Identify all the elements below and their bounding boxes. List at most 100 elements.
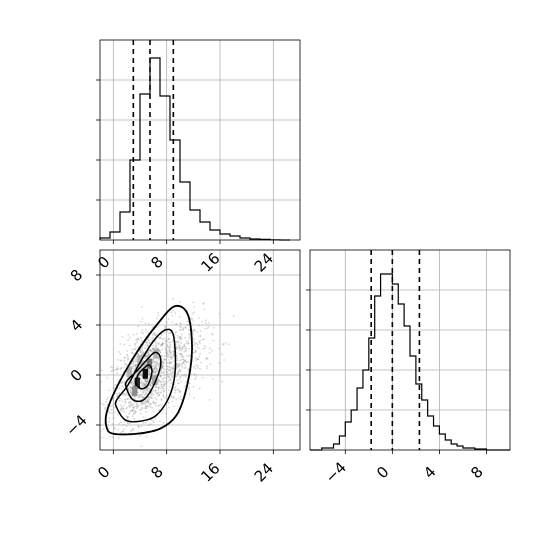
scatter-point — [173, 396, 176, 399]
scatter-point — [133, 333, 135, 336]
scatter-point — [178, 316, 181, 318]
scatter-point — [127, 401, 130, 404]
scatter-point — [117, 428, 120, 431]
scatter-point — [142, 351, 144, 354]
scatter-point — [118, 393, 121, 395]
scatter-point — [152, 400, 155, 403]
scatter-point — [133, 419, 136, 422]
scatter-point — [151, 397, 153, 400]
scatter-point — [145, 392, 147, 395]
scatter-point — [145, 393, 147, 396]
scatter-point — [138, 404, 140, 407]
scatter-point — [138, 396, 141, 398]
scatter-point — [148, 373, 151, 376]
scatter-point — [158, 348, 161, 351]
scatter-point — [145, 435, 148, 438]
scatter-point — [192, 332, 194, 335]
scatter-point — [110, 408, 113, 411]
scatter-point — [175, 323, 177, 326]
scatter-point — [183, 367, 186, 370]
scatter-point — [170, 394, 173, 397]
scatter-point — [218, 347, 221, 350]
scatter-point — [127, 356, 129, 359]
scatter-point — [139, 377, 142, 380]
scatter-point — [140, 393, 142, 396]
scatter-point — [163, 387, 165, 390]
scatter-point — [120, 409, 123, 412]
scatter-point — [168, 375, 171, 378]
scatter-point — [207, 325, 210, 328]
scatter-point — [163, 373, 166, 376]
scatter-point — [131, 351, 133, 354]
scatter-point — [130, 458, 132, 460]
scatter-point — [133, 382, 135, 384]
scatter-point — [198, 355, 200, 358]
scatter-point — [144, 379, 147, 382]
scatter-point — [184, 360, 187, 362]
scatter-point — [198, 324, 200, 327]
scatter-point — [147, 344, 149, 346]
scatter-point — [161, 344, 164, 346]
scatter-point — [180, 348, 183, 350]
scatter-point — [138, 375, 140, 378]
scatter-point — [172, 396, 175, 398]
scatter-point — [187, 347, 190, 350]
scatter-point — [157, 378, 160, 381]
scatter-point — [167, 355, 170, 358]
scatter-point — [118, 437, 120, 439]
scatter-point — [193, 344, 196, 346]
scatter-point — [112, 436, 114, 439]
scatter-point — [143, 396, 145, 398]
scatter-point — [161, 355, 163, 358]
scatter-point — [147, 353, 150, 356]
joint-inner — [100, 297, 235, 460]
scatter-point — [144, 380, 147, 383]
scatter-point — [128, 404, 131, 407]
scatter-point — [169, 368, 172, 371]
scatter-point — [176, 365, 179, 368]
scatter-point — [181, 362, 184, 365]
y-hist-x-tick-label: 4 — [420, 463, 439, 482]
scatter-point — [202, 347, 205, 350]
scatter-point — [173, 367, 175, 370]
scatter-point — [187, 388, 190, 391]
scatter-point — [132, 406, 135, 409]
scatter-point — [159, 352, 162, 354]
scatter-point — [155, 402, 157, 404]
scatter-point — [163, 331, 166, 334]
scatter-point — [145, 388, 148, 391]
y-histogram-panel: −4 0 4 8 — [306, 249, 511, 487]
scatter-point — [175, 375, 178, 378]
scatter-point — [167, 401, 170, 404]
scatter-point — [117, 367, 120, 370]
scatter-point — [125, 363, 128, 366]
scatter-point — [178, 348, 180, 351]
scatter-point — [145, 347, 148, 349]
scatter-point — [141, 373, 143, 376]
scatter-point — [123, 393, 125, 396]
scatter-point — [116, 365, 119, 368]
scatter-point — [135, 355, 138, 358]
scatter-point — [147, 387, 150, 390]
scatter-point — [143, 389, 146, 392]
scatter-point — [170, 351, 172, 354]
scatter-point — [146, 381, 148, 383]
scatter-point — [199, 367, 201, 370]
scatter-point — [164, 325, 167, 328]
scatter-point — [208, 351, 211, 354]
scatter-point — [152, 369, 155, 371]
scatter-point — [157, 405, 160, 407]
scatter-point — [155, 365, 157, 368]
scatter-point — [108, 411, 111, 414]
scatter-point — [128, 385, 131, 388]
scatter-point — [177, 382, 179, 384]
scatter-point — [152, 410, 155, 413]
scatter-point — [174, 386, 177, 389]
scatter-point — [144, 378, 147, 381]
scatter-point — [179, 325, 182, 328]
scatter-point — [119, 410, 122, 413]
scatter-point — [177, 370, 180, 373]
scatter-point — [131, 409, 134, 412]
scatter-point — [179, 321, 181, 324]
scatter-point — [184, 349, 187, 352]
